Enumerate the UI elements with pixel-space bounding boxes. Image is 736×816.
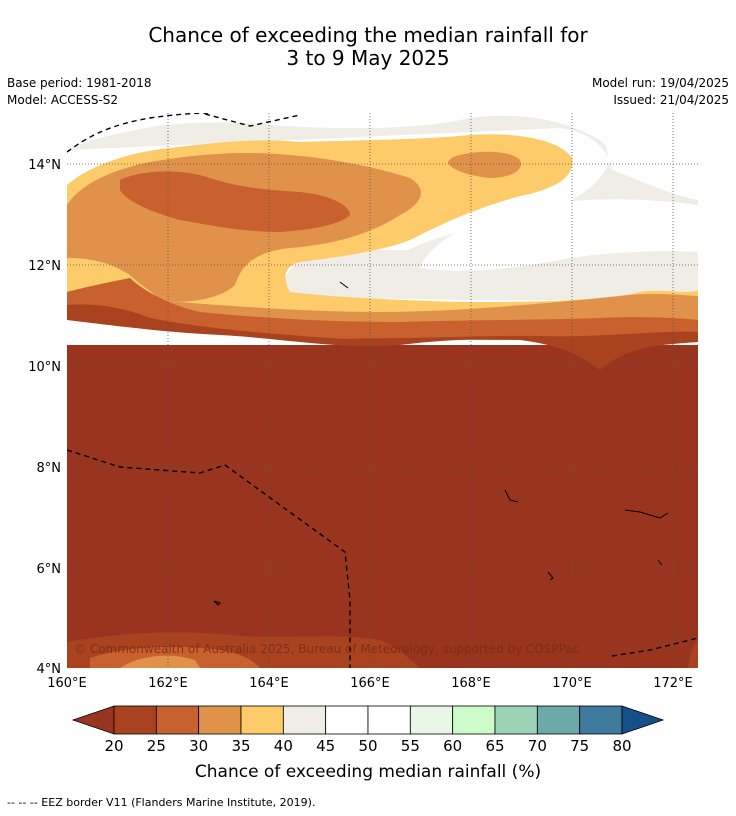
lat-tick-10: 10°N [28, 360, 61, 375]
map-panel [67, 113, 698, 668]
eez-border-south-east [611, 637, 698, 657]
probability-band-30-35-top [448, 151, 521, 178]
island-atoll-4 [547, 571, 554, 581]
lon-tick-170: 170°E [552, 676, 592, 691]
island-atoll-5 [339, 281, 349, 289]
colorbar-swatch-50-55 [367, 705, 411, 735]
colorbar-under-arrow [71, 705, 115, 735]
colorbar-tick-65: 65 [485, 737, 504, 755]
colorbar-label: Chance of exceeding median rainfall (%) [194, 762, 542, 782]
lon-tick-162: 162°E [148, 676, 188, 691]
colorbar-tick-70: 70 [528, 737, 547, 755]
colorbar-swatch-40-45 [282, 705, 327, 735]
probability-band-25-30-low [67, 278, 698, 343]
colorbar-tick-20: 20 [104, 737, 123, 755]
colorbar-tick-80: 80 [612, 737, 631, 755]
colorbar-tick-35: 35 [231, 737, 250, 755]
lon-tick-164: 164°E [249, 676, 289, 691]
colorbar-swatch-25-30 [155, 705, 200, 735]
eez-border-north [204, 113, 301, 127]
island-atoll-3 [213, 600, 221, 606]
probability-band-30-35-right [150, 293, 698, 327]
colorbar-swatch-20-25 [113, 705, 157, 735]
probability-band-white-patch [420, 199, 698, 271]
lat-tick-4: 4°N [37, 662, 62, 677]
islands [213, 281, 669, 606]
base-period-label: Base period: 1981-2018 [7, 76, 152, 90]
eez-legend-footer: -- -- -- EEZ border V11 (Flanders Marine… [7, 796, 316, 809]
eez-border-north-west [67, 113, 211, 153]
probability-band-30-35-south [120, 655, 200, 668]
colorbar-tick-55: 55 [401, 737, 420, 755]
lat-tick-8: 8°N [37, 461, 62, 476]
eez-border [67, 113, 698, 668]
colorbar-over-arrow [621, 705, 665, 735]
lon-tick-168: 168°E [451, 676, 491, 691]
lat-tick-6: 6°N [37, 562, 62, 577]
map-title-line-2: 3 to 9 May 2025 [286, 46, 450, 70]
probability-band-white-top [600, 113, 698, 200]
lon-tick-166: 166°E [350, 676, 390, 691]
island-atoll-1 [624, 509, 669, 519]
probability-band-20-25-se [688, 640, 698, 668]
colorbar: 20 25 30 35 40 45 50 55 60 65 70 75 80 [71, 705, 665, 755]
colorbar-swatch-35-40 [240, 705, 284, 735]
colorbar-tick-60: 60 [443, 737, 462, 755]
model-label: Model: ACCESS-S2 [7, 93, 119, 107]
colorbar-swatch-55-60 [409, 705, 454, 735]
colorbar-swatch-75-80 [579, 705, 623, 735]
colorbar-tick-25: 25 [147, 737, 166, 755]
issued-label: Issued: 21/04/2025 [613, 93, 729, 107]
colorbar-swatch-65-70 [494, 705, 538, 735]
colorbar-swatch-45-50 [325, 705, 369, 735]
lat-tick-12: 12°N [28, 259, 61, 274]
colorbar-tick-30: 30 [189, 737, 208, 755]
colorbar-swatch-60-65 [452, 705, 496, 735]
lon-tick-172: 172°E [653, 676, 693, 691]
model-run-label: Model run: 19/04/2025 [591, 76, 729, 90]
map-title-line-1: Chance of exceeding the median rainfall … [148, 23, 588, 47]
lat-tick-14: 14°N [28, 158, 61, 173]
colorbar-tick-50: 50 [358, 737, 377, 755]
probability-band-white-left-top [67, 113, 260, 150]
colorbar-tick-45: 45 [316, 737, 335, 755]
lon-tick-160: 160°E [47, 676, 87, 691]
colorbar-swatch-70-75 [536, 705, 581, 735]
graticule [67, 113, 698, 668]
probability-band-25-30 [120, 171, 350, 232]
island-atoll-6 [657, 559, 663, 566]
colorbar-swatch-30-35 [198, 705, 242, 735]
island-atoll-2 [504, 489, 519, 503]
copyright-notice: © Commonwealth of Australia 2025, Bureau… [74, 642, 579, 656]
colorbar-tick-75: 75 [570, 737, 589, 755]
colorbar-tick-40: 40 [274, 737, 293, 755]
probability-band-20-25 [67, 304, 698, 370]
